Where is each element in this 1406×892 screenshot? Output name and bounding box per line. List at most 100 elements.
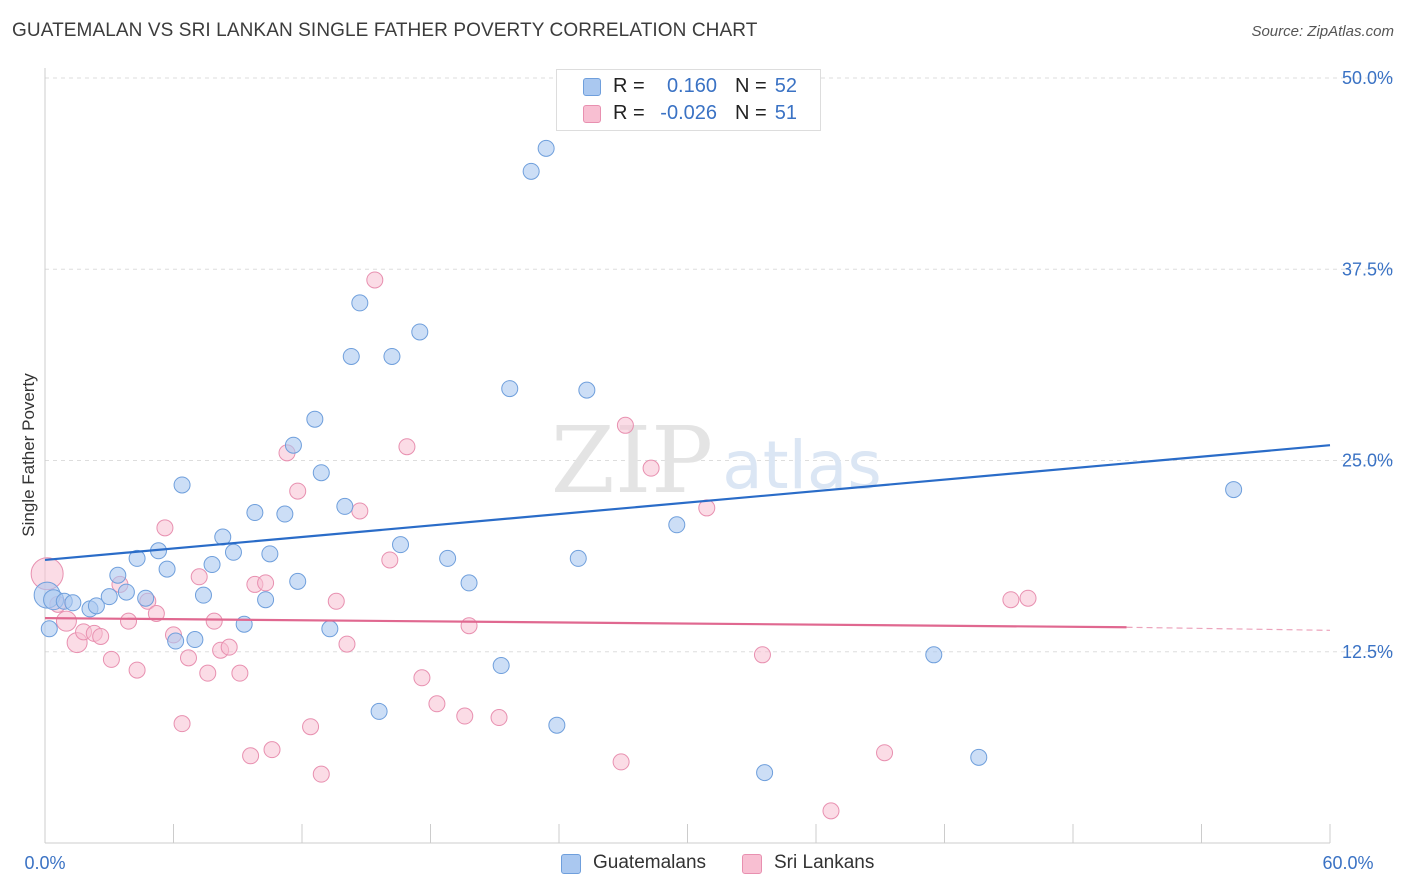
sri-lankan-point bbox=[398, 438, 416, 456]
sri-lankan-point bbox=[147, 605, 165, 622]
chart-title: GUATEMALAN VS SRI LANKAN SINGLE FATHER P… bbox=[12, 20, 758, 41]
sri-lankans-trend-line bbox=[44, 616, 1127, 629]
guatemalan-point bbox=[173, 476, 191, 494]
guatemalan-point bbox=[411, 323, 429, 341]
guatemalan-point bbox=[312, 464, 330, 482]
guatemalan-point bbox=[439, 549, 457, 567]
guatemalan-point bbox=[668, 516, 686, 534]
x-tick-label: 60.0% bbox=[1322, 853, 1373, 873]
guatemalans-points bbox=[33, 139, 1243, 782]
guatemalan-point bbox=[351, 294, 369, 312]
legend-row-sri-lankans: R = -0.026 N = 51 bbox=[557, 101, 820, 127]
r-value: -0.026 bbox=[660, 102, 717, 124]
guatemalan-point bbox=[501, 380, 519, 398]
n-label: N = bbox=[735, 102, 767, 124]
sri-lankan-point bbox=[179, 649, 197, 667]
y-tick-label: 37.5% bbox=[1342, 259, 1393, 279]
guatemalan-point bbox=[537, 139, 555, 157]
guatemalan-point bbox=[117, 583, 135, 601]
sri-lankans-points bbox=[30, 271, 1037, 820]
pink-swatch-icon bbox=[742, 854, 762, 874]
sri-lankans-trend-extension bbox=[1126, 626, 1331, 631]
guatemalan-point bbox=[383, 347, 401, 365]
legend-row-guatemalans: R = 0.160 N = 52 bbox=[557, 74, 820, 100]
guatemalan-point bbox=[276, 505, 294, 523]
guatemalans-trend-line bbox=[44, 444, 1331, 562]
sri-lankan-point bbox=[312, 765, 330, 783]
stats-legend: R = 0.160 N = 52 R = -0.026 N = 51 bbox=[556, 69, 821, 131]
sri-lankan-point bbox=[263, 741, 281, 759]
guatemalan-point bbox=[289, 572, 307, 590]
r-label: R = bbox=[613, 75, 645, 97]
x-tick-label: 0.0% bbox=[24, 853, 65, 873]
r-value: 0.160 bbox=[666, 75, 717, 97]
guatemalan-point bbox=[128, 549, 146, 567]
sri-lankan-point bbox=[351, 502, 369, 520]
y-axis-title: Single Father Poverty bbox=[19, 373, 38, 537]
n-value: 52 bbox=[774, 75, 797, 97]
legend-label: Sri Lankans bbox=[774, 852, 875, 873]
guatemalan-point bbox=[137, 589, 155, 607]
sri-lankan-point bbox=[220, 638, 238, 656]
legend-label: Guatemalans bbox=[593, 852, 707, 873]
gridlines bbox=[45, 77, 1394, 653]
guatemalan-point bbox=[109, 566, 127, 584]
guatemalan-point bbox=[336, 497, 354, 515]
pink-swatch-icon bbox=[583, 105, 601, 123]
guatemalan-point bbox=[224, 543, 242, 561]
series-legend: Guatemalans Sri Lankans bbox=[0, 852, 1406, 878]
sri-lankan-point bbox=[428, 695, 446, 713]
sri-lankan-point bbox=[456, 707, 474, 725]
sri-lankan-point bbox=[257, 574, 275, 592]
guatemalan-point bbox=[167, 632, 185, 650]
sri-lankan-point bbox=[876, 744, 894, 762]
sri-lankan-point bbox=[822, 802, 840, 820]
sri-lankan-point bbox=[612, 753, 630, 771]
blue-swatch-icon bbox=[561, 854, 581, 874]
guatemalan-point bbox=[548, 716, 566, 734]
y-tick-label: 25.0% bbox=[1342, 451, 1393, 471]
y-tick-label: 50.0% bbox=[1342, 68, 1393, 88]
sri-lankan-point bbox=[1019, 589, 1037, 607]
sri-lankan-point bbox=[1002, 591, 1020, 609]
guatemalan-point bbox=[370, 702, 388, 720]
sri-lankan-point bbox=[173, 715, 191, 733]
source-label: Source: ZipAtlas.com bbox=[1251, 23, 1394, 40]
guatemalan-point bbox=[203, 556, 221, 574]
sri-lankan-point bbox=[190, 568, 208, 586]
sri-lankan-point bbox=[199, 664, 217, 682]
guatemalan-point bbox=[235, 615, 253, 633]
guatemalan-point bbox=[492, 657, 510, 675]
guatemalan-point bbox=[342, 347, 360, 365]
sri-lankan-point bbox=[338, 635, 356, 653]
sri-lankan-point bbox=[289, 482, 307, 500]
sri-lankan-point bbox=[490, 709, 508, 727]
sri-lankan-point bbox=[120, 612, 138, 630]
axes bbox=[44, 68, 1331, 844]
guatemalan-point bbox=[257, 591, 275, 609]
sri-lankan-point bbox=[753, 646, 771, 664]
r-label: R = bbox=[613, 102, 645, 124]
sri-lankan-point bbox=[128, 661, 146, 679]
n-label: N = bbox=[735, 75, 767, 97]
sri-lankan-point bbox=[102, 650, 120, 668]
watermark-atlas: atlas bbox=[722, 427, 882, 504]
y-tick-label: 12.5% bbox=[1342, 642, 1393, 662]
sri-lankan-point bbox=[55, 610, 77, 632]
sri-lankan-point bbox=[156, 519, 174, 537]
sri-lankan-point bbox=[231, 664, 249, 682]
guatemalan-point bbox=[186, 631, 204, 649]
guatemalan-point bbox=[194, 586, 212, 604]
guatemalan-point bbox=[925, 646, 943, 664]
guatemalan-point bbox=[392, 536, 410, 554]
guatemalan-point bbox=[756, 764, 774, 782]
sri-lankan-point bbox=[366, 271, 384, 289]
blue-swatch-icon bbox=[583, 78, 601, 96]
guatemalan-point bbox=[40, 620, 58, 638]
sri-lankan-point bbox=[616, 416, 634, 434]
guatemalan-point bbox=[569, 549, 587, 567]
guatemalan-point bbox=[100, 588, 118, 606]
sri-lankan-point bbox=[381, 551, 399, 569]
sri-lankan-point bbox=[242, 747, 260, 765]
